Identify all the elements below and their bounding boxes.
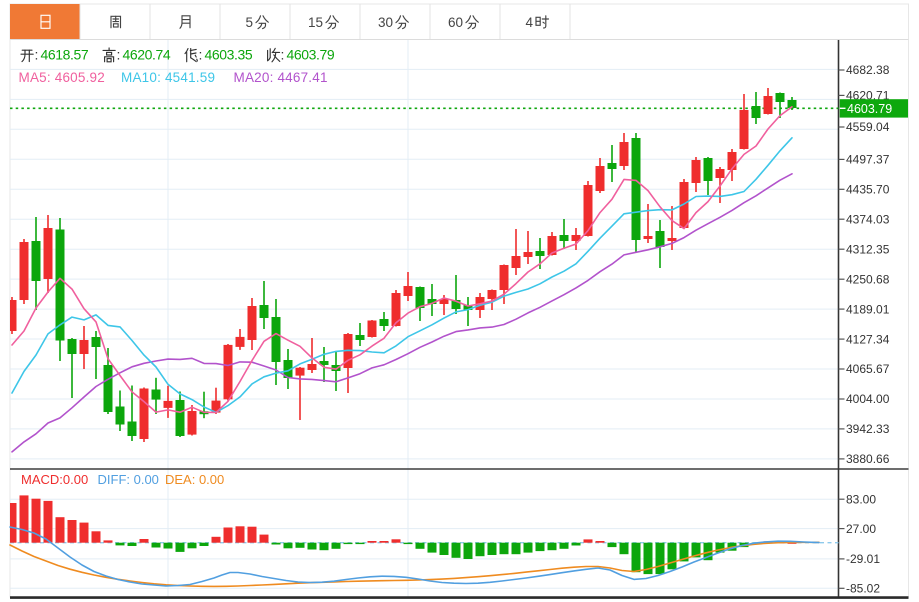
svg-text::: :: [35, 46, 39, 62]
svg-text:4: 4: [525, 15, 533, 30]
svg-text:4618.57: 4618.57: [41, 46, 89, 62]
svg-text:4603.35: 4603.35: [205, 46, 253, 62]
svg-text:4682.38: 4682.38: [846, 63, 890, 77]
svg-text:60: 60: [448, 15, 463, 30]
svg-text:27.00: 27.00: [846, 522, 876, 536]
svg-text:DEA: 0.00: DEA: 0.00: [165, 472, 224, 487]
svg-text:MACD:0.00: MACD:0.00: [21, 472, 88, 487]
svg-text:30: 30: [378, 15, 393, 30]
svg-text::: :: [199, 46, 203, 62]
svg-text:5: 5: [245, 15, 253, 30]
svg-text::: :: [281, 46, 285, 62]
svg-text:4250.68: 4250.68: [846, 272, 890, 286]
svg-text:4435.70: 4435.70: [846, 183, 890, 197]
svg-text:4065.67: 4065.67: [846, 362, 890, 376]
svg-text:4189.01: 4189.01: [846, 302, 890, 316]
svg-text:4497.37: 4497.37: [846, 153, 890, 167]
svg-text:MA20: 4467.41: MA20: 4467.41: [234, 70, 328, 85]
svg-text:3942.33: 3942.33: [846, 422, 890, 436]
svg-text:-29.01: -29.01: [846, 552, 880, 566]
svg-text:4603.79: 4603.79: [847, 102, 892, 116]
svg-text::: :: [117, 46, 121, 62]
svg-text:4312.35: 4312.35: [846, 242, 890, 256]
svg-text:83.00: 83.00: [846, 492, 876, 506]
svg-text:-85.02: -85.02: [846, 582, 880, 596]
svg-text:MA5: 4605.92: MA5: 4605.92: [19, 70, 105, 85]
svg-text:DIFF: 0.00: DIFF: 0.00: [98, 472, 159, 487]
svg-text:3880.66: 3880.66: [846, 452, 890, 466]
svg-text:4127.34: 4127.34: [846, 332, 890, 346]
svg-text:4559.04: 4559.04: [846, 120, 890, 134]
svg-text:MA10: 4541.59: MA10: 4541.59: [121, 70, 215, 85]
svg-text:4374.03: 4374.03: [846, 212, 890, 226]
svg-text:4620.71: 4620.71: [846, 89, 890, 103]
svg-text:15: 15: [308, 15, 323, 30]
svg-text:4603.79: 4603.79: [287, 46, 335, 62]
svg-text:4620.74: 4620.74: [123, 46, 171, 62]
svg-text:4004.00: 4004.00: [846, 392, 890, 406]
